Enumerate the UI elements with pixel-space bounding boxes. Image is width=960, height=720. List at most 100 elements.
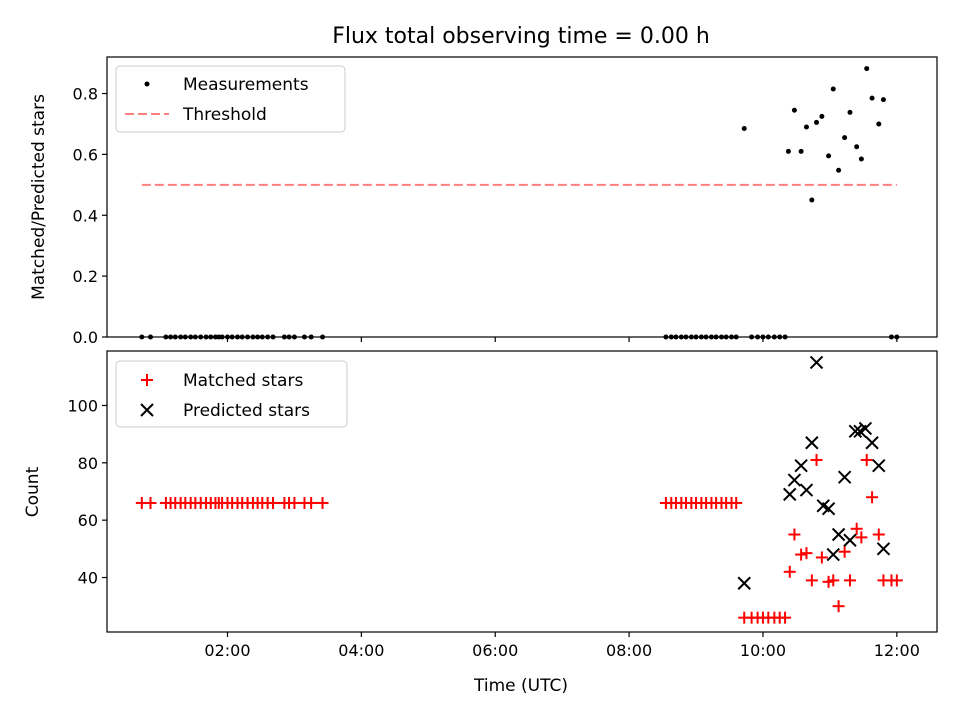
measurement-point bbox=[749, 334, 755, 340]
bottom-legend: Matched stars Predicted stars bbox=[115, 360, 348, 428]
measurement-point bbox=[208, 334, 214, 340]
matched-star-point bbox=[305, 496, 318, 509]
top-y-tick-label: 0.8 bbox=[73, 85, 98, 104]
measurement-point bbox=[809, 197, 815, 203]
measurement-point bbox=[286, 334, 292, 340]
predicted-star-point bbox=[783, 487, 797, 502]
measurement-point bbox=[847, 109, 853, 115]
measurement-point bbox=[219, 334, 225, 340]
predicted-star-point bbox=[872, 458, 886, 473]
matched-star-point bbox=[872, 528, 885, 541]
measurement-point bbox=[139, 334, 145, 340]
measurement-point bbox=[245, 334, 251, 340]
measurement-point bbox=[250, 334, 256, 340]
measurement-point bbox=[235, 334, 241, 340]
measurement-point bbox=[688, 334, 694, 340]
measurement-point bbox=[265, 334, 271, 340]
predicted-star-point bbox=[858, 421, 873, 436]
measurement-point bbox=[663, 334, 669, 340]
measurement-point bbox=[178, 334, 184, 340]
top-y-tick-label: 0.2 bbox=[73, 267, 98, 286]
measurement-point bbox=[203, 334, 209, 340]
x-tick-label: 04:00 bbox=[338, 641, 384, 660]
measurement-point bbox=[678, 334, 684, 340]
measurement-point bbox=[693, 334, 699, 340]
measurement-point bbox=[733, 334, 739, 340]
predicted-star-point bbox=[831, 527, 846, 542]
measurement-point bbox=[765, 334, 771, 340]
predicted-star-point bbox=[787, 473, 802, 487]
measurement-point bbox=[713, 334, 719, 340]
count-points bbox=[135, 355, 903, 624]
x-tick-label: 12:00 bbox=[874, 641, 920, 660]
matched-star-point bbox=[810, 453, 823, 466]
measurement-point bbox=[239, 334, 245, 340]
measurement-point bbox=[723, 334, 729, 340]
x-tick-label: 08:00 bbox=[606, 641, 652, 660]
bottom-plot-frame bbox=[106, 350, 938, 633]
measurement-point bbox=[814, 119, 820, 125]
measurement-point bbox=[683, 334, 689, 340]
measurement-point bbox=[771, 334, 777, 340]
x-tick-label: 06:00 bbox=[472, 641, 518, 660]
top-y-axis: 0.0 0.2 0.4 0.6 0.8 bbox=[73, 85, 107, 347]
bottom-y-tick-label: 100 bbox=[67, 396, 98, 415]
measurement-point bbox=[291, 334, 297, 340]
predicted-star-point bbox=[794, 458, 808, 473]
measurement-point bbox=[858, 156, 864, 162]
measurement-point bbox=[798, 148, 804, 154]
chart-title: Flux total observing time = 0.00 h bbox=[332, 24, 710, 49]
measurement-point bbox=[785, 148, 791, 154]
measurement-point bbox=[703, 334, 709, 340]
measurement-point bbox=[673, 334, 679, 340]
measurement-point bbox=[148, 334, 154, 340]
matched-star-point bbox=[795, 548, 808, 561]
measurement-point bbox=[668, 334, 674, 340]
measurement-point bbox=[791, 107, 797, 113]
matched-star-point bbox=[288, 496, 301, 509]
top-y-tick-label: 0.0 bbox=[73, 328, 98, 347]
measurement-point bbox=[259, 334, 265, 340]
bottom-y-axis-label: Count bbox=[23, 466, 43, 517]
measurement-point bbox=[198, 334, 204, 340]
matched-star-point bbox=[860, 453, 873, 466]
predicted-star-point bbox=[805, 436, 819, 450]
measurement-point bbox=[270, 334, 276, 340]
measurement-point bbox=[192, 334, 198, 340]
predicted-star-point bbox=[848, 424, 863, 438]
matched-star-point bbox=[788, 528, 801, 541]
matched-star-point bbox=[890, 574, 903, 587]
legend-threshold-label: Threshold bbox=[182, 105, 267, 125]
matched-star-point bbox=[779, 611, 792, 624]
top-panel: 0.00.20.40.60.8 Matched/Predicted stars … bbox=[29, 56, 938, 347]
top-legend-box bbox=[115, 65, 346, 133]
legend-matched-marker bbox=[141, 374, 153, 386]
measurement-point bbox=[708, 334, 714, 340]
predicted-star-point bbox=[837, 470, 852, 484]
measurement-point bbox=[836, 167, 842, 173]
bottom-y-tick-label: 80 bbox=[78, 454, 98, 473]
predicted-star-point bbox=[821, 501, 836, 516]
measurement-point bbox=[718, 334, 724, 340]
bottom-y-tick-label: 40 bbox=[78, 569, 98, 588]
x-tick-label: 02:00 bbox=[204, 641, 250, 660]
measurement-point bbox=[281, 334, 287, 340]
legend-predicted-marker bbox=[140, 403, 154, 417]
top-y-tick-label: 0.6 bbox=[73, 145, 98, 164]
predicted-star-point bbox=[876, 542, 891, 556]
measurement-point bbox=[842, 135, 848, 141]
measurement-point bbox=[741, 126, 747, 132]
measurement-point bbox=[182, 334, 188, 340]
matched-star-point bbox=[267, 496, 279, 509]
bottom-legend-box bbox=[115, 360, 348, 428]
bottom-panel: 40 60 80 100 02:00 04:00 06:00 08:00 10:00 12:00… bbox=[23, 350, 938, 696]
measurement-point bbox=[729, 334, 735, 340]
bottom-y-tick-label: 60 bbox=[78, 511, 98, 530]
measurement-point bbox=[819, 113, 825, 119]
matched-star-point bbox=[855, 531, 868, 544]
predicted-star-point bbox=[799, 483, 814, 497]
matched-star-point bbox=[866, 491, 879, 504]
measurement-point bbox=[698, 334, 704, 340]
measurement-point bbox=[888, 334, 894, 340]
top-y-tick-label: 0.4 bbox=[73, 206, 98, 225]
